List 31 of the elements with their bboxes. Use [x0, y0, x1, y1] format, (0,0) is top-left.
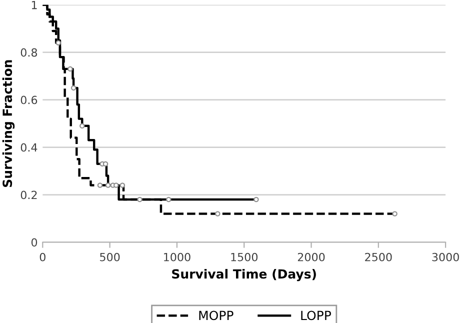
point [120, 182, 126, 188]
point [215, 211, 220, 216]
point [166, 196, 172, 202]
y-tick-label: 0.2 [20, 190, 37, 200]
x-tick-label: 500 [100, 252, 120, 262]
x-tick-label: 1000 [164, 252, 190, 262]
y-tick-label: 0.8 [20, 48, 38, 57]
point [56, 40, 62, 46]
x-tick-label: 1500 [231, 252, 258, 262]
point [97, 182, 103, 188]
point [392, 211, 398, 216]
point [254, 196, 259, 202]
y-tick-label: 0 [31, 238, 38, 247]
x-axis-title: Survival Time (Days) [172, 268, 316, 282]
point [70, 85, 76, 91]
x-tick-label: 3000 [432, 252, 459, 262]
legend-label: MOPP [199, 310, 234, 320]
x-tick-label: 2500 [365, 252, 392, 262]
y-axis-title: Surviving Fraction [2, 60, 15, 187]
point [68, 66, 73, 72]
point [137, 196, 142, 202]
point [102, 161, 108, 167]
point [113, 182, 119, 188]
x-tick-label: 2000 [298, 252, 325, 262]
y-tick-label: 0.6 [20, 96, 38, 104]
point [105, 182, 111, 188]
point [80, 123, 85, 129]
legend-label: LOPP [301, 310, 331, 320]
y-tick-label: 1 [32, 0, 37, 10]
x-tick-label: 0 [40, 252, 46, 262]
y-tick-label: 0.4 [20, 143, 38, 152]
